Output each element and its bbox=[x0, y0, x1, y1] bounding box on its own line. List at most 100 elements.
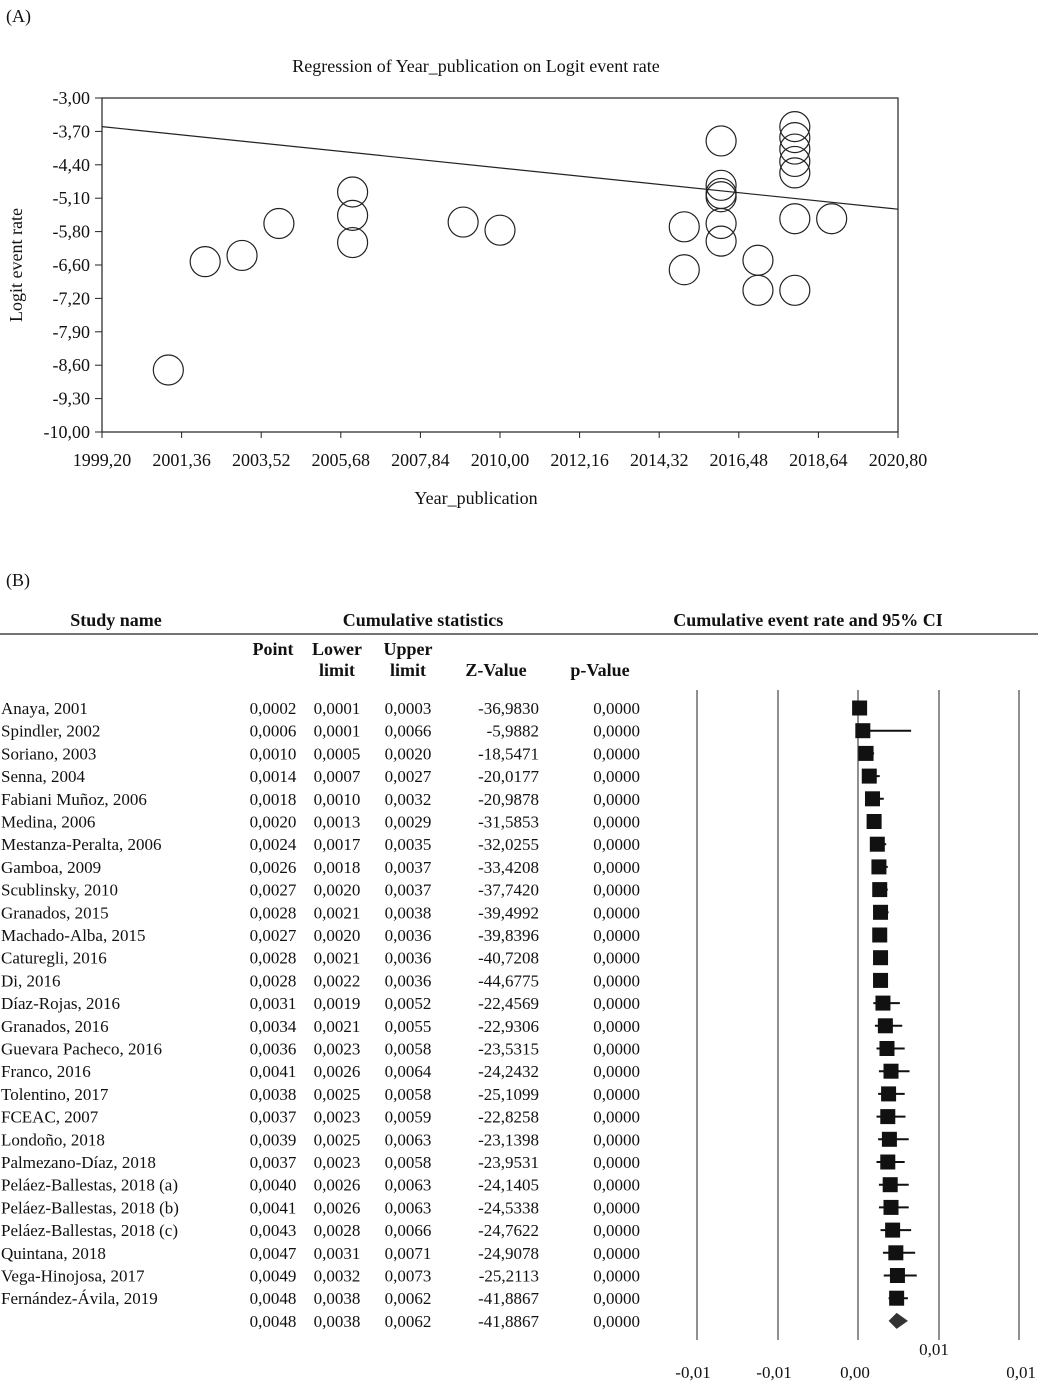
col-point: Point bbox=[252, 639, 293, 659]
upper-limit: 0,0058 bbox=[385, 1153, 432, 1172]
upper-limit: 0,0035 bbox=[385, 835, 432, 854]
point-estimate: 0,0041 bbox=[250, 1198, 297, 1217]
y-tick-label: -5,80 bbox=[53, 222, 91, 242]
p-value: 0,0000 bbox=[593, 813, 640, 832]
scatter-point bbox=[336, 176, 369, 208]
p-value: 0,0000 bbox=[593, 767, 640, 786]
lower-limit: 0,0020 bbox=[314, 881, 361, 900]
col-upper-2: limit bbox=[390, 660, 426, 680]
point-estimate: 0,0037 bbox=[250, 1108, 297, 1127]
z-value: -22,4569 bbox=[478, 994, 539, 1013]
study-name: Guevara Pacheco, 2016 bbox=[1, 1040, 162, 1059]
p-value: 0,0000 bbox=[593, 835, 640, 854]
scatter-point bbox=[668, 211, 700, 243]
lower-limit: 0,0026 bbox=[314, 1176, 361, 1195]
upper-limit: 0,0066 bbox=[385, 1221, 432, 1240]
scatter-point bbox=[705, 225, 737, 257]
study-name: Soriano, 2003 bbox=[1, 744, 96, 763]
p-value: 0,0000 bbox=[593, 1017, 640, 1036]
study-name: Mestanza-Peralta, 2006 bbox=[1, 835, 162, 854]
study-name: Vega-Hinojosa, 2017 bbox=[1, 1267, 145, 1286]
point-estimate: 0,0010 bbox=[250, 744, 297, 763]
p-value: 0,0000 bbox=[593, 1153, 640, 1172]
y-tick-label: -5,10 bbox=[53, 188, 91, 208]
p-value: 0,0000 bbox=[593, 858, 640, 877]
scatter-point bbox=[263, 207, 295, 240]
point-estimate: 0,0038 bbox=[250, 1085, 297, 1104]
point-marker bbox=[879, 1041, 895, 1056]
point-estimate: 0,0014 bbox=[250, 767, 297, 786]
col-p-value: p-Value bbox=[570, 660, 629, 680]
upper-limit: 0,0059 bbox=[385, 1108, 432, 1127]
y-tick-label: -6,60 bbox=[53, 255, 91, 275]
point-marker bbox=[881, 1086, 897, 1102]
z-value: -23,5315 bbox=[478, 1040, 539, 1059]
p-value: 0,0000 bbox=[593, 1267, 640, 1286]
lower-limit: 0,0007 bbox=[314, 767, 361, 786]
study-name: Londoño, 2018 bbox=[1, 1130, 105, 1149]
point-estimate: 0,0041 bbox=[250, 1062, 297, 1081]
point-marker bbox=[880, 1109, 896, 1125]
upper-limit: 0,0020 bbox=[385, 744, 432, 763]
lower-limit: 0,0019 bbox=[314, 994, 361, 1013]
x-tick-label: 2018,64 bbox=[789, 450, 848, 470]
point-estimate: 0,0047 bbox=[250, 1244, 297, 1263]
panel-b-label: (B) bbox=[6, 570, 30, 591]
point-estimate: 0,0027 bbox=[250, 926, 297, 945]
x-tick-label: 2020,80 bbox=[869, 450, 928, 470]
study-name: Quintana, 2018 bbox=[1, 1244, 106, 1263]
point-estimate: 0,0043 bbox=[250, 1221, 297, 1240]
lower-limit: 0,0001 bbox=[314, 722, 361, 741]
z-value: -25,1099 bbox=[478, 1085, 539, 1104]
p-value: 0,0000 bbox=[593, 926, 640, 945]
point-estimate: 0,0040 bbox=[250, 1176, 297, 1195]
point-marker bbox=[882, 1177, 898, 1193]
point-estimate: 0,0020 bbox=[250, 813, 297, 832]
z-value: -20,9878 bbox=[478, 790, 539, 809]
z-value: -5,9882 bbox=[487, 722, 539, 741]
point-marker bbox=[861, 768, 877, 784]
lower-limit: 0,0026 bbox=[314, 1198, 361, 1217]
z-value: -22,9306 bbox=[478, 1017, 539, 1036]
point-marker bbox=[869, 836, 885, 852]
x-tick-label: 2005,68 bbox=[312, 450, 371, 470]
point-marker bbox=[883, 1199, 899, 1215]
point-estimate: 0,0037 bbox=[250, 1153, 297, 1172]
forest-x-tick-label: 0,00 bbox=[840, 1363, 870, 1382]
scatter-point bbox=[705, 169, 737, 201]
upper-limit: 0,0071 bbox=[385, 1244, 432, 1263]
scatter-point bbox=[779, 122, 811, 154]
point-estimate: 0,0018 bbox=[250, 790, 297, 809]
forest-x-tick-label: 0,01 bbox=[1006, 1363, 1036, 1382]
p-value: 0,0000 bbox=[593, 1040, 640, 1059]
x-tick-label: 2012,16 bbox=[550, 450, 609, 470]
z-value: -41,8867 bbox=[478, 1312, 539, 1331]
study-name: Franco, 2016 bbox=[1, 1062, 91, 1081]
upper-limit: 0,0032 bbox=[385, 790, 432, 809]
lower-limit: 0,0023 bbox=[314, 1153, 361, 1172]
forest-x-tick-label: -0,01 bbox=[675, 1363, 710, 1382]
point-marker bbox=[889, 1290, 905, 1306]
z-value: -24,7622 bbox=[478, 1221, 539, 1240]
p-value: 0,0000 bbox=[593, 1085, 640, 1104]
lower-limit: 0,0038 bbox=[314, 1312, 361, 1331]
y-tick-label: -10,00 bbox=[44, 422, 91, 442]
lower-limit: 0,0005 bbox=[314, 744, 361, 763]
study-name: Fabiani Muñoz, 2006 bbox=[1, 790, 147, 809]
lower-limit: 0,0026 bbox=[314, 1062, 361, 1081]
point-estimate: 0,0048 bbox=[250, 1289, 297, 1308]
scatter-point bbox=[705, 125, 737, 157]
z-value: -23,9531 bbox=[478, 1153, 539, 1172]
z-value: -24,2432 bbox=[478, 1062, 539, 1081]
p-value: 0,0000 bbox=[593, 699, 640, 718]
z-value: -24,5338 bbox=[478, 1198, 539, 1217]
panel-a-label: (A) bbox=[6, 6, 31, 27]
lower-limit: 0,0025 bbox=[314, 1085, 361, 1104]
point-marker bbox=[852, 700, 868, 716]
x-tick-label: 2010,00 bbox=[471, 450, 530, 470]
lower-limit: 0,0023 bbox=[314, 1040, 361, 1059]
z-value: -33,4208 bbox=[478, 858, 539, 877]
point-marker bbox=[866, 814, 882, 829]
header-cumulative-statistics: Cumulative statistics bbox=[343, 610, 504, 630]
